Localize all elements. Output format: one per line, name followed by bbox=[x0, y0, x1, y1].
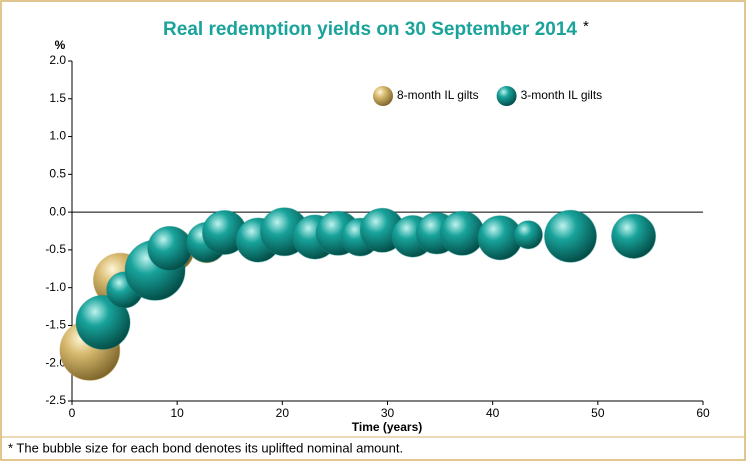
y-tick-label: 2.0 bbox=[49, 53, 66, 67]
x-tick-label: 10 bbox=[170, 406, 184, 420]
title-mark: * bbox=[583, 18, 589, 35]
y-tick-label: 0.5 bbox=[49, 167, 66, 181]
bubble bbox=[439, 210, 485, 256]
y-tick-label: -2.5 bbox=[45, 393, 66, 407]
bubble bbox=[147, 225, 193, 271]
x-tick-label: 20 bbox=[276, 406, 290, 420]
y-tick-label: -1.0 bbox=[45, 280, 66, 294]
y-axis-label: % bbox=[55, 38, 66, 52]
x-tick-label: 60 bbox=[696, 406, 710, 420]
x-tick-label: 50 bbox=[591, 406, 605, 420]
x-axis-label: Time (years) bbox=[352, 420, 422, 434]
footnote: * The bubble size for each bond denotes … bbox=[8, 440, 403, 455]
bubble bbox=[75, 294, 131, 350]
x-tick-label: 30 bbox=[381, 406, 395, 420]
y-tick-label: 1.5 bbox=[49, 91, 66, 105]
y-tick-label: 1.0 bbox=[49, 129, 66, 143]
x-tick-label: 40 bbox=[486, 406, 500, 420]
y-tick-label: -1.5 bbox=[45, 318, 66, 332]
legend-swatch bbox=[373, 86, 393, 106]
bubble bbox=[513, 220, 543, 250]
x-tick-label: 0 bbox=[69, 406, 76, 420]
y-tick-label: 0.0 bbox=[49, 204, 66, 218]
y-tick-label: -0.5 bbox=[45, 242, 66, 256]
bubble bbox=[611, 213, 657, 259]
y-tick-label: -2.0 bbox=[45, 355, 66, 369]
legend-label: 3-month IL gilts bbox=[521, 88, 603, 102]
chart-title: Real redemption yields on 30 September 2… bbox=[163, 19, 577, 40]
legend-swatch bbox=[496, 86, 517, 106]
bubble bbox=[544, 209, 597, 263]
legend-label: 8-month IL gilts bbox=[397, 88, 479, 102]
